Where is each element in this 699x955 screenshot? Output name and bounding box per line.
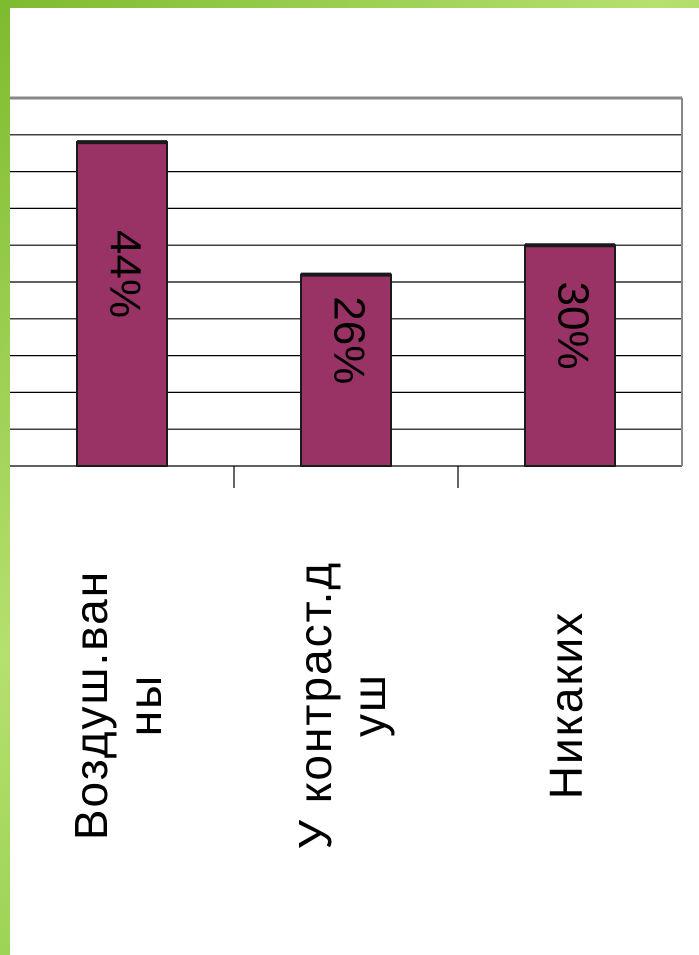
category-label: Воздуш.ван (65, 570, 117, 840)
category-label: ны (119, 674, 171, 736)
category-label: Никаких (540, 611, 592, 799)
data-label: 44% (100, 230, 149, 318)
category-label: уш (343, 673, 395, 737)
x-axis (234, 466, 458, 488)
category-label: У контраст.д (289, 561, 341, 849)
data-label: 26% (324, 296, 373, 384)
data-label: 30% (548, 282, 597, 370)
